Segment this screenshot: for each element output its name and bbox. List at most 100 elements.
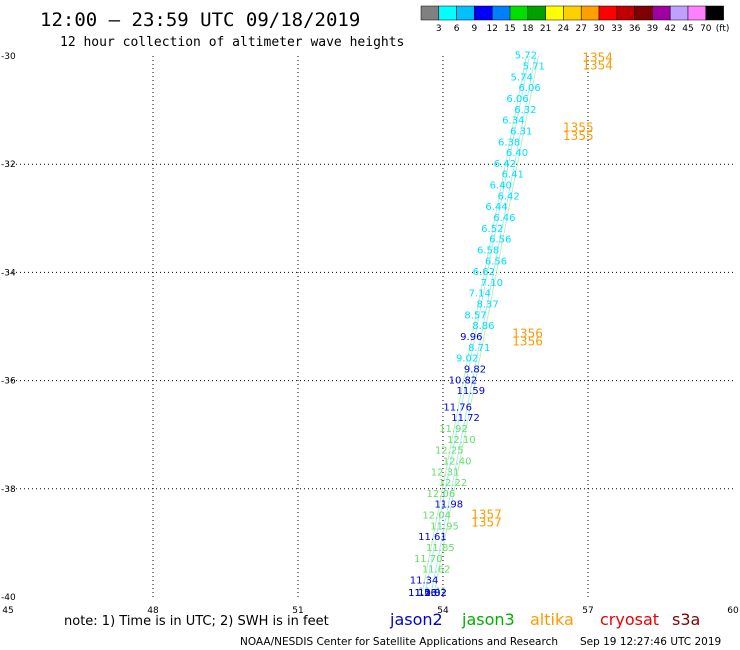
x-tick-label: 54 (437, 606, 449, 616)
colorbar-swatch (616, 5, 635, 21)
track-line (425, 55, 530, 592)
colorbar-label: 30 (593, 24, 605, 34)
colorbar-unit: (ft) (716, 24, 730, 34)
swh-value: 11.92 (439, 424, 468, 435)
swh-value: 12.40 (443, 456, 472, 467)
swh-value: 8.86 (472, 321, 494, 332)
x-tick-label: 45 (2, 606, 13, 616)
swh-value: 6.06 (518, 83, 540, 94)
satellite-jason3: jason3 (461, 610, 515, 629)
swh-value: 11.72 (451, 413, 480, 424)
colorbar-swatch (509, 5, 529, 21)
swh-value: 6.56 (489, 235, 511, 246)
pass-number: 1355 (563, 121, 594, 135)
swh-value: 6.62 (473, 267, 495, 278)
x-axis-ticks: 45 48 51 54 57 60 (2, 606, 739, 616)
y-tick-label: -40 (1, 593, 16, 603)
swh-value: 6.56 (485, 256, 507, 267)
colorbar-swatch (669, 5, 689, 21)
track-line (422, 55, 527, 592)
colorbar-label: 42 (664, 24, 675, 34)
pass-number: 1354 (582, 50, 613, 64)
swh-value: 6.40 (506, 148, 528, 159)
swh-value: 6.41 (502, 170, 524, 181)
swh-value: 12.06 (427, 489, 456, 500)
swh-value: 5.72 (515, 51, 537, 62)
swh-value: 11.34 (410, 575, 439, 586)
swh-value: 6.42 (497, 191, 519, 202)
swh-labels: 5.725.715.746.066.066.326.346.316.386.40… (408, 51, 545, 599)
swh-value: 10.82 (418, 588, 447, 599)
colorbar-swatch (705, 5, 724, 21)
x-tick-label: 60 (727, 606, 739, 616)
colorbar-swatch (474, 5, 493, 21)
swh-value: 11.76 (443, 402, 472, 413)
swh-value: 9.02 (456, 354, 478, 365)
colorbar-label: 39 (647, 24, 659, 34)
footer-note: note: 1) Time is in UTC; 2) SWH is in fe… (64, 614, 329, 629)
swh-value: 8.37 (476, 300, 498, 311)
colorbar-label: 18 (522, 24, 534, 34)
track-line (434, 55, 539, 592)
swh-value: 10.82 (449, 375, 478, 386)
swh-value: 5.71 (523, 62, 545, 73)
swh-value: 8.57 (464, 310, 486, 321)
colorbar-label: 3 (436, 24, 442, 34)
colorbar-label: 33 (611, 24, 622, 34)
chart-subtitle: 12 hour collection of altimeter wave hei… (60, 35, 404, 50)
colorbar-swatch (438, 5, 457, 21)
colorbar-swatch (456, 5, 475, 21)
swh-value: 11.70 (414, 554, 443, 565)
plot-grid (8, 56, 733, 597)
colorbar-label: 6 (454, 24, 460, 34)
swh-value: 6.40 (490, 181, 512, 192)
colorbar-swatch (652, 5, 671, 21)
satellite-jason2: jason2 (389, 610, 443, 629)
x-tick-label: 51 (292, 606, 303, 616)
satellite-altika: altika (530, 610, 574, 629)
colorbar-label: 15 (504, 24, 515, 34)
swh-value: 12.31 (431, 467, 460, 478)
colorbar-label: 45 (682, 24, 693, 34)
swh-value: 9.82 (464, 364, 486, 375)
footer-timestamp: Sep 19 12:27:46 UTC 2019 (580, 636, 721, 648)
swh-value: 12.25 (435, 446, 464, 457)
swh-value: 7.14 (469, 289, 491, 300)
colorbar-label: 70 (700, 24, 712, 34)
track-line (431, 55, 536, 592)
pass-number: 1356 (512, 334, 543, 348)
swh-value: 6.38 (498, 137, 520, 148)
swh-value: 11.56 (408, 588, 437, 599)
swh-value: 11.02 (418, 588, 447, 599)
swh-value: 11.98 (434, 500, 463, 511)
pass-number: 1356 (512, 326, 543, 340)
swh-value: 11.62 (422, 565, 451, 576)
swh-value: 11.95 (430, 521, 459, 532)
y-tick-label: -30 (1, 52, 16, 62)
colorbar-label: 12 (486, 24, 497, 34)
satellite-cryosat: cryosat (600, 610, 659, 629)
footer-credit: NOAA/NESDIS Center for Satellite Applica… (240, 636, 558, 648)
colorbar-label: 21 (540, 24, 551, 34)
swh-value: 6.58 (477, 245, 499, 256)
y-tick-label: -32 (1, 160, 16, 170)
colorbar-label: 24 (558, 24, 570, 34)
swh-value: 11.41 (418, 586, 447, 597)
swh-value: 9.96 (460, 332, 482, 343)
colorbar: 3 6 9 12 15 18 21 24 27 30 33 36 39 42 45 70 (ft) (420, 5, 730, 34)
colorbar-swatch (634, 5, 653, 21)
swh-value: 6.52 (481, 224, 503, 235)
swh-value: 11.85 (426, 543, 455, 554)
pass-number: 1357 (471, 508, 502, 522)
swh-value: 6.31 (510, 126, 532, 137)
satellite-s3a: s3a (672, 610, 700, 629)
swh-value: 8.71 (468, 343, 490, 354)
pass-number: 1354 (582, 59, 613, 73)
swh-value: 12.10 (447, 435, 476, 446)
swh-value: 11.23 (408, 588, 437, 599)
swh-value: 12.04 (422, 511, 451, 522)
colorbar-swatch (580, 5, 600, 21)
satellite-legend: jason2 jason3 altika cryosat s3a (389, 610, 700, 629)
colorbar-swatch (420, 5, 440, 21)
